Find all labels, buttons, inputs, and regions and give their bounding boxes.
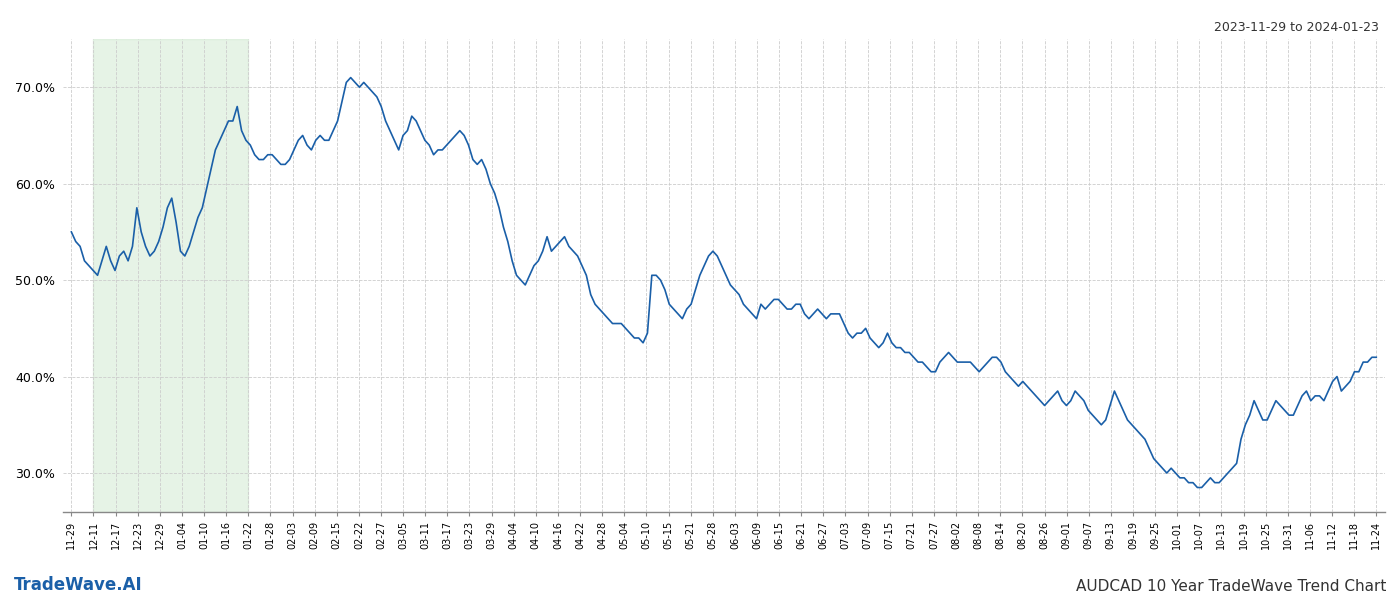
Text: AUDCAD 10 Year TradeWave Trend Chart: AUDCAD 10 Year TradeWave Trend Chart bbox=[1075, 579, 1386, 594]
Bar bbox=[94, 39, 248, 512]
Text: 2023-11-29 to 2024-01-23: 2023-11-29 to 2024-01-23 bbox=[1214, 21, 1379, 34]
Text: TradeWave.AI: TradeWave.AI bbox=[14, 576, 143, 594]
